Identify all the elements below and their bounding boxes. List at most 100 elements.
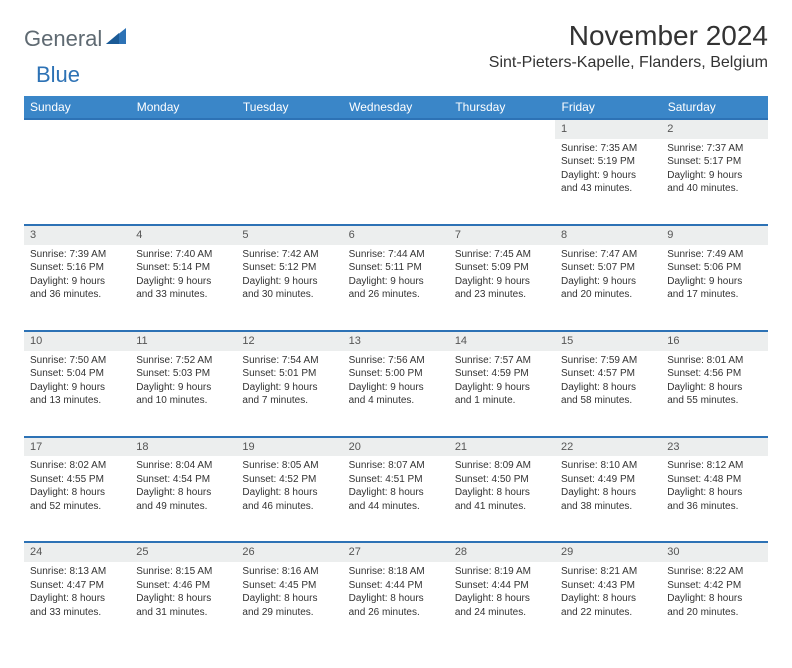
day-dl2: and 41 minutes. bbox=[455, 500, 549, 514]
day-dl1: Daylight: 8 hours bbox=[455, 592, 549, 606]
day-ss: Sunset: 4:43 PM bbox=[561, 579, 655, 593]
month-title: November 2024 bbox=[489, 20, 768, 52]
day-dl1: Daylight: 8 hours bbox=[455, 486, 549, 500]
day-body-cell: Sunrise: 7:45 AMSunset: 5:09 PMDaylight:… bbox=[449, 245, 555, 331]
day-body-cell bbox=[130, 139, 236, 225]
day-ss: Sunset: 5:04 PM bbox=[30, 367, 124, 381]
day-body-cell: Sunrise: 7:47 AMSunset: 5:07 PMDaylight:… bbox=[555, 245, 661, 331]
day-body-cell: Sunrise: 7:54 AMSunset: 5:01 PMDaylight:… bbox=[236, 351, 342, 437]
day-dl2: and 29 minutes. bbox=[242, 606, 336, 620]
day-dl2: and 43 minutes. bbox=[561, 182, 655, 196]
day-sr: Sunrise: 7:54 AM bbox=[242, 354, 336, 368]
day-number-cell: 7 bbox=[449, 225, 555, 245]
calendar-body: 12Sunrise: 7:35 AMSunset: 5:19 PMDayligh… bbox=[24, 119, 768, 648]
calendar-table: Sunday Monday Tuesday Wednesday Thursday… bbox=[24, 96, 768, 648]
day-body-cell: Sunrise: 7:59 AMSunset: 4:57 PMDaylight:… bbox=[555, 351, 661, 437]
day-body-cell: Sunrise: 8:15 AMSunset: 4:46 PMDaylight:… bbox=[130, 562, 236, 648]
col-monday: Monday bbox=[130, 96, 236, 119]
day-number-cell: 8 bbox=[555, 225, 661, 245]
day-sr: Sunrise: 8:02 AM bbox=[30, 459, 124, 473]
day-number-cell: 6 bbox=[343, 225, 449, 245]
title-block: November 2024 Sint-Pieters-Kapelle, Flan… bbox=[489, 20, 768, 72]
day-dl1: Daylight: 8 hours bbox=[561, 592, 655, 606]
day-number-cell: 17 bbox=[24, 437, 130, 457]
day-body-cell: Sunrise: 7:42 AMSunset: 5:12 PMDaylight:… bbox=[236, 245, 342, 331]
calendar-page: General November 2024 Sint-Pieters-Kapel… bbox=[0, 0, 792, 668]
logo: General bbox=[24, 20, 128, 52]
day-dl1: Daylight: 9 hours bbox=[349, 275, 443, 289]
day-dl2: and 58 minutes. bbox=[561, 394, 655, 408]
day-number-cell: 9 bbox=[661, 225, 767, 245]
day-sr: Sunrise: 8:15 AM bbox=[136, 565, 230, 579]
day-ss: Sunset: 4:49 PM bbox=[561, 473, 655, 487]
day-body-cell: Sunrise: 8:09 AMSunset: 4:50 PMDaylight:… bbox=[449, 456, 555, 542]
day-body-cell bbox=[343, 139, 449, 225]
day-ss: Sunset: 5:07 PM bbox=[561, 261, 655, 275]
day-body-cell: Sunrise: 7:52 AMSunset: 5:03 PMDaylight:… bbox=[130, 351, 236, 437]
day-sr: Sunrise: 8:22 AM bbox=[667, 565, 761, 579]
logo-text-general: General bbox=[24, 26, 102, 52]
day-body-cell: Sunrise: 7:37 AMSunset: 5:17 PMDaylight:… bbox=[661, 139, 767, 225]
day-dl1: Daylight: 9 hours bbox=[349, 381, 443, 395]
day-dl1: Daylight: 8 hours bbox=[242, 486, 336, 500]
day-dl2: and 49 minutes. bbox=[136, 500, 230, 514]
week-body-row: Sunrise: 8:13 AMSunset: 4:47 PMDaylight:… bbox=[24, 562, 768, 648]
day-number-cell: 4 bbox=[130, 225, 236, 245]
day-dl1: Daylight: 8 hours bbox=[136, 486, 230, 500]
day-ss: Sunset: 4:48 PM bbox=[667, 473, 761, 487]
day-number-cell: 11 bbox=[130, 331, 236, 351]
day-ss: Sunset: 4:52 PM bbox=[242, 473, 336, 487]
day-sr: Sunrise: 8:18 AM bbox=[349, 565, 443, 579]
day-dl2: and 26 minutes. bbox=[349, 606, 443, 620]
day-number-cell: 19 bbox=[236, 437, 342, 457]
week-number-row: 17181920212223 bbox=[24, 437, 768, 457]
day-body-cell: Sunrise: 7:50 AMSunset: 5:04 PMDaylight:… bbox=[24, 351, 130, 437]
week-number-row: 3456789 bbox=[24, 225, 768, 245]
day-dl2: and 31 minutes. bbox=[136, 606, 230, 620]
day-sr: Sunrise: 8:12 AM bbox=[667, 459, 761, 473]
col-sunday: Sunday bbox=[24, 96, 130, 119]
col-wednesday: Wednesday bbox=[343, 96, 449, 119]
day-dl1: Daylight: 8 hours bbox=[667, 486, 761, 500]
day-dl1: Daylight: 8 hours bbox=[30, 592, 124, 606]
day-number-cell bbox=[24, 119, 130, 139]
logo-triangle-icon bbox=[106, 28, 126, 51]
day-ss: Sunset: 4:57 PM bbox=[561, 367, 655, 381]
day-ss: Sunset: 5:19 PM bbox=[561, 155, 655, 169]
day-sr: Sunrise: 7:49 AM bbox=[667, 248, 761, 262]
day-ss: Sunset: 4:45 PM bbox=[242, 579, 336, 593]
day-number-cell: 24 bbox=[24, 542, 130, 562]
day-dl1: Daylight: 9 hours bbox=[667, 275, 761, 289]
day-body-cell: Sunrise: 8:12 AMSunset: 4:48 PMDaylight:… bbox=[661, 456, 767, 542]
day-sr: Sunrise: 8:19 AM bbox=[455, 565, 549, 579]
day-body-cell bbox=[236, 139, 342, 225]
day-sr: Sunrise: 7:45 AM bbox=[455, 248, 549, 262]
day-dl1: Daylight: 9 hours bbox=[455, 381, 549, 395]
day-sr: Sunrise: 8:04 AM bbox=[136, 459, 230, 473]
day-ss: Sunset: 5:06 PM bbox=[667, 261, 761, 275]
day-body-cell: Sunrise: 7:44 AMSunset: 5:11 PMDaylight:… bbox=[343, 245, 449, 331]
day-number-cell bbox=[130, 119, 236, 139]
day-dl2: and 17 minutes. bbox=[667, 288, 761, 302]
day-dl2: and 26 minutes. bbox=[349, 288, 443, 302]
day-number-cell: 28 bbox=[449, 542, 555, 562]
day-ss: Sunset: 4:44 PM bbox=[349, 579, 443, 593]
col-tuesday: Tuesday bbox=[236, 96, 342, 119]
day-number-cell: 29 bbox=[555, 542, 661, 562]
day-ss: Sunset: 4:59 PM bbox=[455, 367, 549, 381]
day-dl2: and 52 minutes. bbox=[30, 500, 124, 514]
day-ss: Sunset: 4:46 PM bbox=[136, 579, 230, 593]
day-number-cell: 3 bbox=[24, 225, 130, 245]
day-body-cell: Sunrise: 7:35 AMSunset: 5:19 PMDaylight:… bbox=[555, 139, 661, 225]
day-number-cell: 16 bbox=[661, 331, 767, 351]
day-ss: Sunset: 5:14 PM bbox=[136, 261, 230, 275]
day-dl1: Daylight: 8 hours bbox=[242, 592, 336, 606]
day-number-cell: 21 bbox=[449, 437, 555, 457]
day-dl2: and 46 minutes. bbox=[242, 500, 336, 514]
day-sr: Sunrise: 8:09 AM bbox=[455, 459, 549, 473]
day-number-cell: 20 bbox=[343, 437, 449, 457]
day-body-cell bbox=[449, 139, 555, 225]
day-body-cell: Sunrise: 7:39 AMSunset: 5:16 PMDaylight:… bbox=[24, 245, 130, 331]
day-dl2: and 10 minutes. bbox=[136, 394, 230, 408]
day-dl1: Daylight: 9 hours bbox=[561, 275, 655, 289]
